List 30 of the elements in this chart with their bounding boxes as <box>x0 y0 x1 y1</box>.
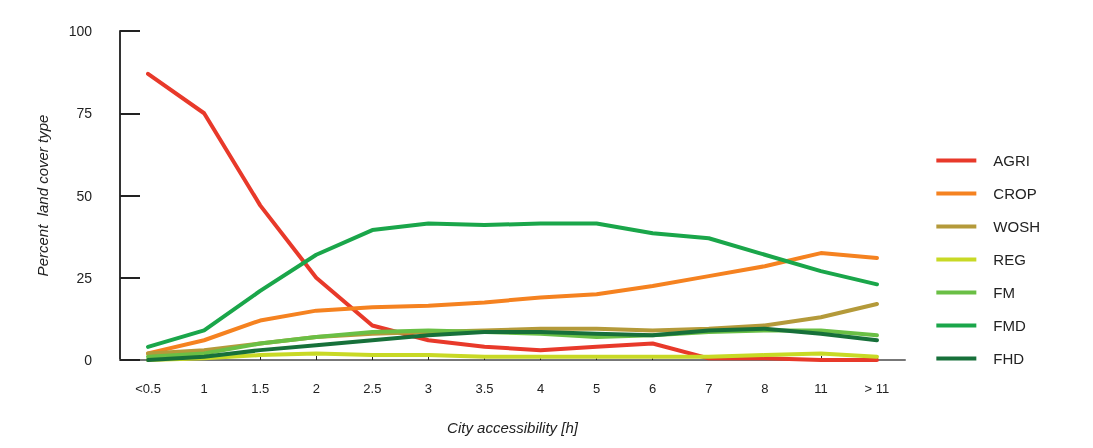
legend-label: WOSH <box>993 218 1041 235</box>
x-tick-label: <0.5 <box>135 381 161 396</box>
x-tick-label: 2 <box>312 381 320 396</box>
x-tick-label: 11 <box>814 381 828 396</box>
x-tick-label: 6 <box>649 381 657 396</box>
legend-label: FM <box>993 284 1016 301</box>
y-tick-label: 100 <box>68 23 93 39</box>
legend-label: FMD <box>993 317 1026 334</box>
legend-label: REG <box>993 251 1026 268</box>
y-axis-title: Percent land cover type <box>34 114 51 277</box>
y-tick-label: 0 <box>84 352 93 368</box>
legend-label: CROP <box>993 185 1037 202</box>
x-tick-label: 1.5 <box>251 381 270 396</box>
x-tick-label: 3.5 <box>475 381 494 396</box>
line-series <box>146 221 879 349</box>
x-tick-label: 4 <box>536 381 545 396</box>
x-tick-label: 2.5 <box>363 381 382 396</box>
x-tick-label: > 11 <box>864 381 890 396</box>
line-series <box>146 71 879 362</box>
legend-label: FHD <box>993 350 1025 367</box>
x-tick-label: 3 <box>424 381 433 396</box>
y-tick-label: 25 <box>76 269 93 286</box>
x-tick-label: 1 <box>200 381 208 396</box>
x-tick-label: 8 <box>761 381 769 396</box>
y-tick-label: 75 <box>76 105 93 122</box>
legend-label: AGRI <box>993 152 1031 169</box>
x-axis-title: City accessibility [h] <box>447 419 579 436</box>
y-tick-label: 50 <box>76 187 93 204</box>
x-tick-label: 7 <box>705 381 713 396</box>
x-tick-label: 5 <box>592 381 601 396</box>
